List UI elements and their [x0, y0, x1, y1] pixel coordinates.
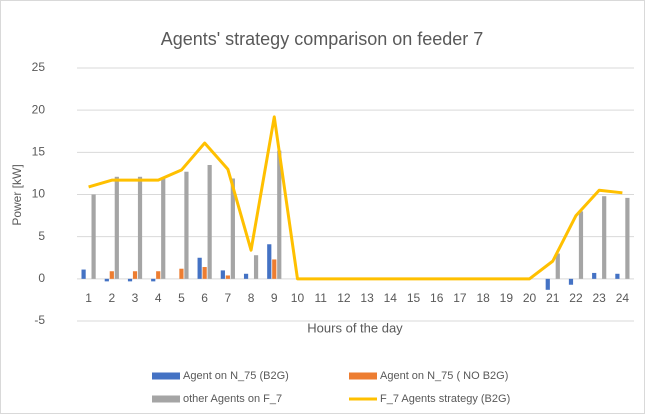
x-tick-label: 11 [314, 291, 327, 305]
bar [220, 270, 225, 279]
y-tick-label: 0 [38, 271, 45, 285]
x-axis-label: Hours of the day [307, 320, 403, 335]
bar [197, 257, 202, 279]
bar [156, 271, 161, 279]
bar [179, 268, 184, 279]
x-tick-label: 21 [546, 291, 560, 305]
x-tick-label: 15 [407, 291, 421, 305]
bar [184, 171, 189, 279]
bar [114, 176, 119, 279]
bar [615, 273, 620, 279]
x-tick-label: 8 [248, 291, 255, 305]
x-tick-label: 17 [453, 291, 467, 305]
x-tick-label: 18 [476, 291, 490, 305]
y-tick-label: 25 [32, 60, 46, 74]
bar [568, 278, 574, 285]
bar [91, 194, 96, 279]
bar [230, 178, 235, 279]
chart-title: Agents' strategy comparison on feeder 7 [161, 29, 484, 49]
legend-label: Agent on N_75 ( NO B2G) [380, 370, 508, 382]
bar [555, 253, 560, 279]
x-tick-label: 13 [360, 291, 374, 305]
x-tick-label: 1 [85, 291, 92, 305]
line-series [88, 115, 623, 281]
bar [151, 278, 156, 282]
legend-label: Agent on N_75 (B2G) [183, 370, 289, 382]
x-tick-label: 19 [500, 291, 514, 305]
x-tick-label: 24 [616, 291, 630, 305]
legend-swatch [152, 395, 180, 403]
bar [109, 271, 114, 279]
x-tick-label: 20 [523, 291, 537, 305]
bar [272, 259, 277, 279]
bar [602, 196, 607, 279]
bar [243, 273, 249, 279]
y-tick-label: 5 [38, 229, 45, 243]
bar [277, 150, 282, 279]
legend-label: other Agents on F_7 [183, 393, 282, 405]
y-tick-label: 20 [32, 102, 46, 116]
x-tick-label: 23 [593, 291, 607, 305]
bar [578, 211, 584, 279]
y-axis-label: Power [kW] [10, 164, 24, 225]
x-tick-label: 16 [430, 291, 444, 305]
x-tick-label: 3 [132, 291, 139, 305]
bar [202, 267, 207, 279]
bar [267, 244, 272, 279]
legend-swatch [349, 372, 377, 380]
y-tick-label: -5 [34, 313, 45, 327]
x-tick-label: 14 [384, 291, 398, 305]
bar [127, 278, 133, 282]
x-tick-label: 12 [337, 291, 351, 305]
legend-swatch [152, 372, 180, 380]
x-tick-label: 7 [225, 291, 232, 305]
bar [104, 278, 109, 282]
bar [161, 177, 166, 279]
x-tick-label: 6 [201, 291, 208, 305]
x-tick-label: 5 [178, 291, 185, 305]
bar [207, 164, 212, 279]
bar [137, 176, 143, 279]
x-tick-label: 2 [108, 291, 115, 305]
bar [625, 197, 630, 279]
x-tick-label: 4 [155, 291, 162, 305]
y-tick-label: 15 [32, 145, 46, 159]
bar [225, 275, 230, 279]
bar [592, 272, 597, 279]
bar [132, 271, 138, 279]
y-tick-label: 10 [32, 187, 46, 201]
bar [253, 255, 259, 279]
bar [545, 278, 550, 290]
legend-label: F_7 Agents strategy (B2G) [380, 393, 510, 405]
x-tick-label: 10 [291, 291, 305, 305]
bar [81, 269, 86, 279]
x-tick-label: 22 [569, 291, 583, 305]
x-tick-label: 9 [271, 291, 278, 305]
